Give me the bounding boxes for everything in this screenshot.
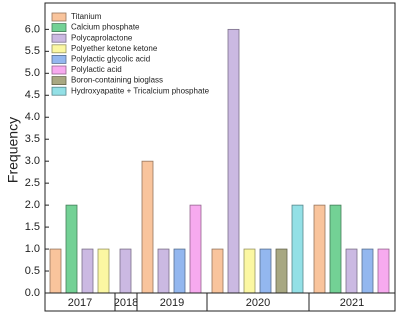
bar [361, 248, 374, 294]
bar [329, 204, 342, 294]
y-tick-label: 0.0 [25, 287, 40, 299]
y-tick-label: 5.5 [25, 45, 40, 57]
bar [211, 248, 224, 294]
bar [49, 248, 62, 294]
y-axis-label: Frequency [5, 117, 21, 183]
legend-swatch [51, 65, 67, 75]
y-tick-label: 3.0 [25, 155, 40, 167]
legend-label: Polylactic acid [71, 65, 122, 74]
bar [313, 204, 326, 294]
y-tick-label: 4.5 [25, 89, 40, 101]
legend-label: Polycaprolactone [71, 33, 133, 42]
x-tick-label: 2020 [246, 297, 270, 309]
legend-label: Boron-containing bioglass [71, 76, 163, 85]
y-tick-label: 4.0 [25, 111, 40, 123]
category-band [44, 292, 396, 312]
legend-label: Polylactic glycolic acid [71, 55, 150, 64]
y-tick-label: 1.0 [25, 243, 40, 255]
legend-label: Hydroxyapatite + Tricalcium phosphate [71, 86, 210, 95]
bar [227, 28, 240, 294]
y-tick-label: 5.0 [25, 67, 40, 79]
bar [119, 248, 132, 294]
legend: Titanium Calcium phosphatePolycaprolacton… [51, 12, 210, 96]
bar [377, 248, 390, 294]
bar [345, 248, 358, 294]
y-tick-label: 0.5 [25, 265, 40, 277]
legend-swatch [51, 33, 67, 43]
x-tick-label: 2019 [160, 297, 184, 309]
legend-label: Titanium [71, 12, 102, 21]
bar [157, 248, 170, 294]
x-tick-label: 2018 [114, 297, 138, 309]
legend-swatch [51, 12, 67, 22]
x-tick-label: 2021 [340, 297, 364, 309]
y-tick-label: 1.5 [25, 221, 40, 233]
bar [97, 248, 110, 294]
bar [65, 204, 78, 294]
legend-swatch [51, 23, 67, 33]
legend-swatch [51, 44, 67, 54]
legend-swatch [51, 76, 67, 85]
legend-label: Polyether ketone ketone [71, 44, 158, 53]
y-tick-label: 2.0 [25, 199, 40, 211]
y-tick-label: 6.0 [25, 23, 40, 35]
legend-swatch [51, 55, 67, 64]
bar [259, 248, 272, 294]
bar [243, 248, 256, 294]
bar [173, 248, 186, 294]
bar [141, 160, 154, 294]
bar [81, 248, 94, 294]
y-tick-label: 3.5 [25, 133, 40, 145]
x-tick-label: 2017 [68, 297, 92, 309]
legend-swatch [51, 86, 67, 96]
bar [275, 248, 288, 294]
y-tick-label: 2.5 [25, 177, 40, 189]
bar [291, 204, 304, 294]
legend-label: Calcium phosphate [71, 23, 140, 32]
bar [189, 204, 202, 294]
